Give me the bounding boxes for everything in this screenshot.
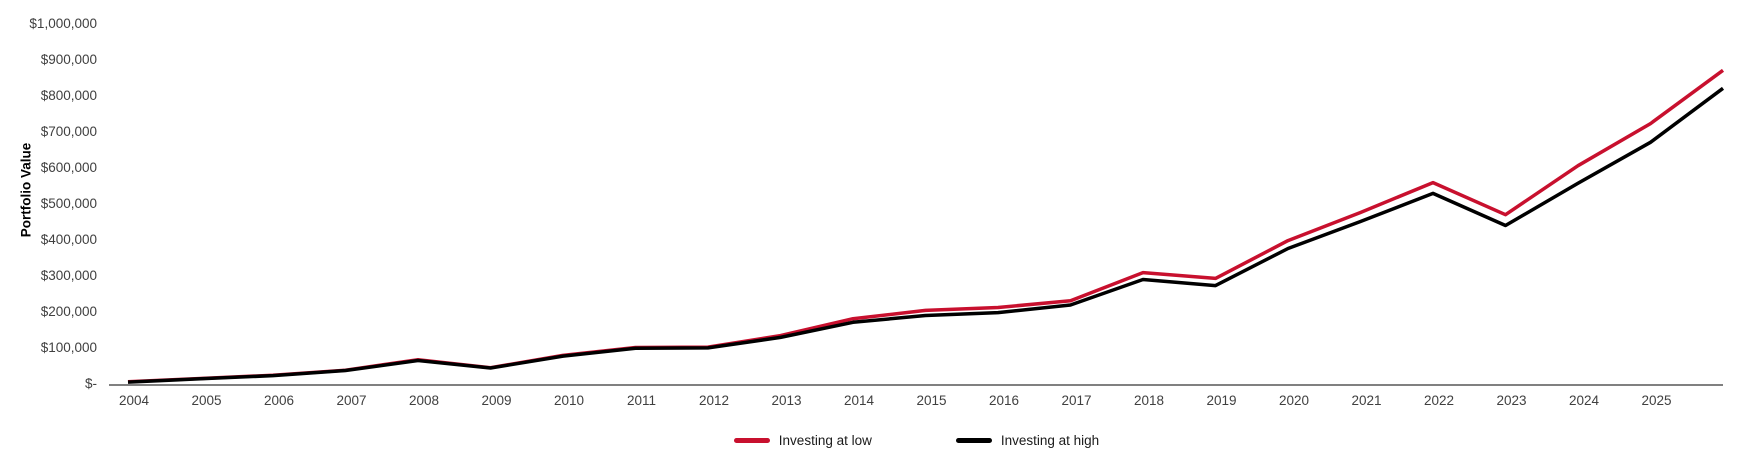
x-axis-tick-label: 2023 (1496, 393, 1526, 408)
x-axis-tick-label: 2017 (1061, 393, 1091, 408)
x-axis-tick-label: 2018 (1134, 393, 1164, 408)
y-axis-tick-label: $300,000 (41, 268, 97, 283)
legend-swatch-investing-at-low (733, 438, 770, 443)
series-line-investing-at-high (127, 86, 1725, 384)
x-axis-tick-label: 2022 (1424, 393, 1454, 408)
y-axis-tick-label: $200,000 (41, 304, 97, 319)
legend-item-investing-at-high: Investing at high (955, 433, 1100, 448)
y-axis-tick-label: $500,000 (41, 196, 97, 211)
x-axis-tick-label: 2007 (336, 393, 366, 408)
x-axis-tick-label: 2006 (264, 393, 294, 408)
y-axis-tick-label: $700,000 (41, 124, 97, 139)
legend-item-investing-at-low: Investing at low (733, 433, 872, 448)
series-line-investing-at-low (127, 68, 1725, 384)
y-axis-tick-label: $800,000 (41, 88, 97, 103)
legend: Investing at low Investing at high (110, 433, 1723, 448)
x-axis-tick-label: 2013 (771, 393, 801, 408)
y-axis-tick-label: $900,000 (41, 52, 97, 67)
legend-swatch-investing-at-high (955, 438, 992, 443)
x-axis-tick-label: 2004 (119, 393, 150, 408)
x-axis-tick-label: 2014 (844, 393, 875, 408)
y-axis-tick-label: $100,000 (41, 340, 97, 355)
x-axis-tick-label: 2015 (916, 393, 946, 408)
y-axis-tick-label: $400,000 (41, 232, 97, 247)
x-axis-tick-label: 2024 (1569, 393, 1600, 408)
x-axis-tick-label: 2025 (1641, 393, 1671, 408)
legend-label-investing-at-high: Investing at high (1000, 433, 1100, 448)
x-axis-tick-label: 2009 (481, 393, 511, 408)
legend-label-investing-at-low: Investing at low (778, 433, 872, 448)
y-axis-tick-label: $600,000 (41, 160, 97, 175)
x-axis-tick-label: 2011 (627, 393, 656, 408)
y-axis-tick-label: $- (85, 376, 97, 391)
x-axis-tick-label: 2010 (554, 393, 584, 408)
x-axis-tick-label: 2005 (191, 393, 221, 408)
x-axis-tick-label: 2008 (409, 393, 439, 408)
x-axis-tick-label: 2020 (1279, 393, 1309, 408)
x-axis-tick-label: 2021 (1351, 393, 1381, 408)
x-axis-tick-label: 2012 (699, 393, 729, 408)
x-axis-tick-label: 2016 (989, 393, 1019, 408)
x-axis-tick-label: 2019 (1206, 393, 1236, 408)
y-axis-tick-label: $1,000,000 (29, 16, 97, 31)
